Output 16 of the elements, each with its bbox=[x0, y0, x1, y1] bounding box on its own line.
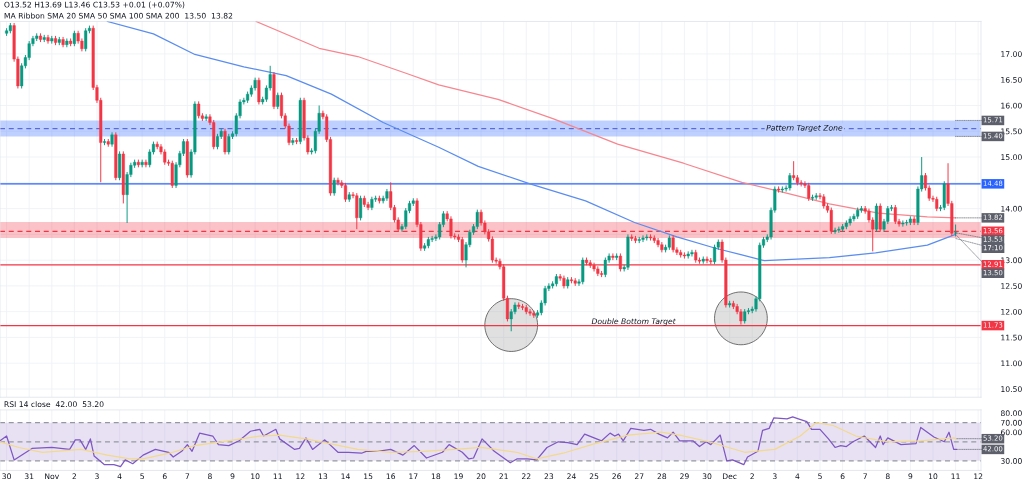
candlestick bbox=[355, 192, 359, 230]
candlestick bbox=[690, 249, 694, 258]
candlestick bbox=[792, 160, 796, 181]
candlestick bbox=[257, 77, 261, 105]
candlestick bbox=[641, 234, 645, 243]
candlestick bbox=[227, 133, 231, 155]
candlestick bbox=[118, 150, 122, 181]
candlestick bbox=[611, 252, 615, 261]
candlestick bbox=[528, 308, 532, 317]
candlestick bbox=[223, 128, 227, 155]
candlestick bbox=[336, 177, 340, 186]
candlestick bbox=[901, 219, 905, 228]
candlestick bbox=[833, 227, 837, 235]
candlestick bbox=[332, 177, 336, 197]
candlestick bbox=[713, 244, 717, 265]
candlestick bbox=[144, 159, 148, 168]
